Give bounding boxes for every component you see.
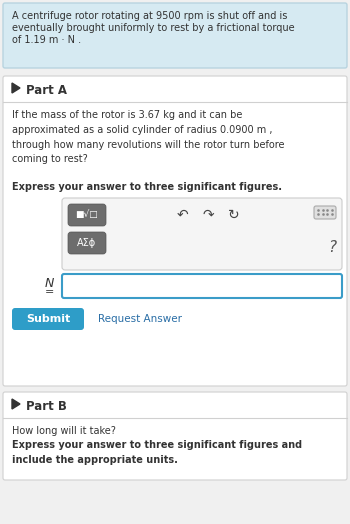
Polygon shape	[12, 83, 20, 93]
FancyBboxPatch shape	[12, 308, 84, 330]
Text: ↷: ↷	[202, 208, 214, 222]
Text: N: N	[45, 277, 54, 290]
Text: Express your answer to three significant figures and
include the appropriate uni: Express your answer to three significant…	[12, 440, 302, 465]
Text: eventually brought uniformly to rest by a frictional torque: eventually brought uniformly to rest by …	[12, 23, 295, 33]
FancyBboxPatch shape	[62, 274, 342, 298]
Text: Part A: Part A	[26, 84, 67, 97]
Text: Part B: Part B	[26, 400, 67, 413]
FancyBboxPatch shape	[3, 76, 347, 386]
FancyBboxPatch shape	[62, 198, 342, 270]
Text: A centrifuge rotor rotating at 9500 rpm is shut off and is: A centrifuge rotor rotating at 9500 rpm …	[12, 11, 287, 21]
FancyBboxPatch shape	[3, 3, 347, 68]
Text: ?: ?	[328, 241, 336, 256]
Text: Request Answer: Request Answer	[98, 314, 182, 324]
Text: of 1.19 m · N .: of 1.19 m · N .	[12, 35, 81, 45]
Text: ↶: ↶	[176, 208, 188, 222]
FancyBboxPatch shape	[314, 206, 336, 219]
Text: Submit: Submit	[26, 314, 70, 324]
FancyBboxPatch shape	[68, 232, 106, 254]
Text: AΣϕ: AΣϕ	[77, 238, 97, 248]
Polygon shape	[12, 399, 20, 409]
FancyBboxPatch shape	[68, 204, 106, 226]
FancyBboxPatch shape	[3, 392, 347, 480]
Text: How long will it take?: How long will it take?	[12, 426, 116, 436]
Text: If the mass of the rotor is 3.67 kg and it can be
approximated as a solid cylind: If the mass of the rotor is 3.67 kg and …	[12, 110, 285, 165]
Text: ↻: ↻	[228, 208, 240, 222]
Text: =: =	[45, 287, 54, 297]
Text: Express your answer to three significant figures.: Express your answer to three significant…	[12, 182, 282, 192]
Text: ■√□: ■√□	[76, 211, 98, 220]
